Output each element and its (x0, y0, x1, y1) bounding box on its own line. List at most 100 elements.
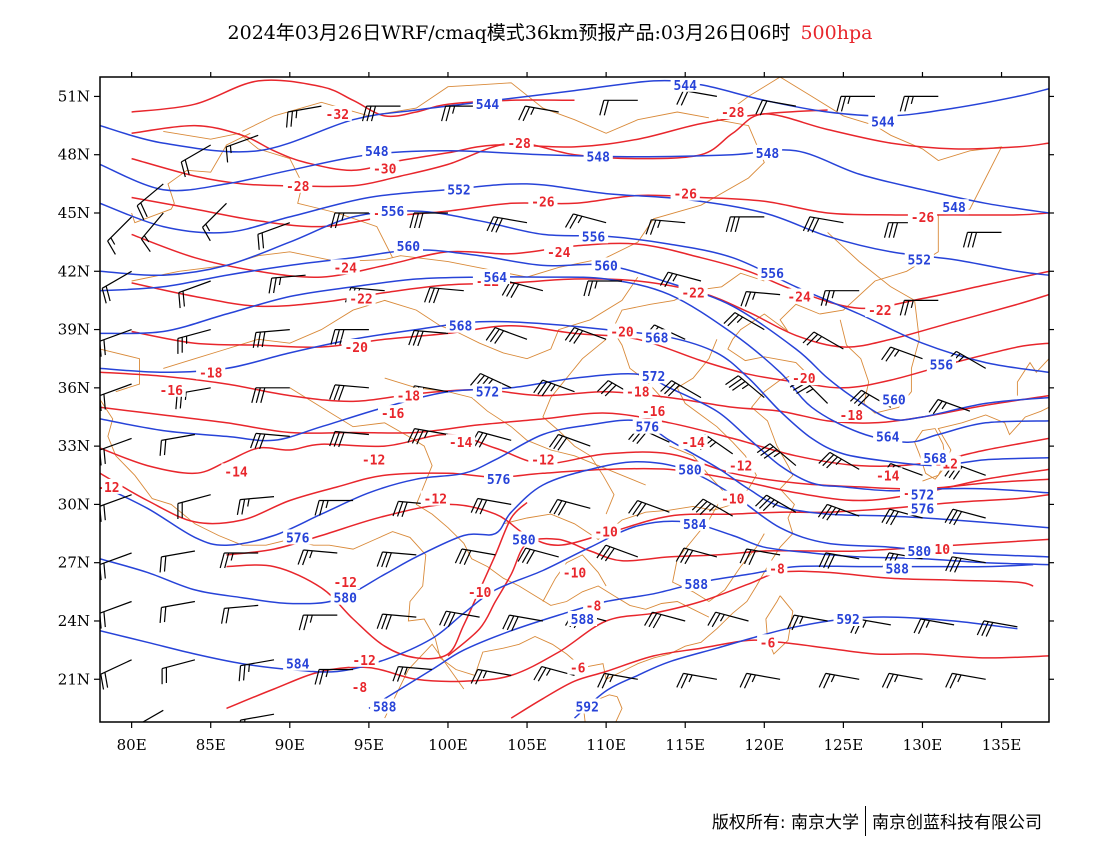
border-line-3 (100, 399, 583, 676)
temperature-label-bg (221, 463, 251, 479)
wind-barb (899, 95, 939, 112)
wind-barb (707, 611, 749, 628)
temperature-label-bg (873, 467, 903, 483)
height-contour-5 (100, 276, 1049, 443)
wind-barb (225, 134, 259, 163)
wind-barb (408, 329, 449, 347)
temperature-contour-label: -20 (610, 326, 634, 341)
temperature-contour-label: -26 (673, 188, 697, 203)
wind-barb (502, 614, 544, 631)
temperature-label-bg (330, 259, 360, 275)
border-line-5 (384, 643, 465, 719)
wind-barb (314, 499, 354, 516)
wind-barb (881, 672, 923, 689)
height-contour-label: 588 (373, 701, 397, 716)
temperature-contour-label: -32 (326, 108, 349, 123)
wind-barb (913, 618, 955, 635)
border-line-0 (131, 77, 781, 282)
height-label-bg (583, 148, 613, 164)
border-line-1 (779, 77, 1003, 315)
height-label-bg (484, 471, 514, 487)
wind-barb (676, 672, 718, 689)
wind-barb (100, 437, 132, 466)
temperature-contour-14 (226, 570, 1034, 710)
wind-barb (100, 600, 132, 629)
temperature-contour-5 (131, 278, 1049, 348)
wind-barb (297, 549, 338, 566)
wind-barb (409, 212, 448, 229)
wind-barb (881, 346, 923, 362)
wind-barb (100, 494, 132, 522)
temperature-label-bg (678, 434, 708, 450)
height-contour-label: 548 (942, 201, 966, 216)
height-label-bg (509, 531, 539, 547)
temperature-label-bg (446, 434, 476, 450)
wind-barb (161, 659, 196, 685)
temperature-contour-label: -6 (760, 636, 776, 651)
height-contour-label: 556 (930, 359, 954, 374)
wind-barb (533, 379, 575, 397)
height-contour-label: 548 (365, 145, 389, 160)
wind-barb (286, 105, 322, 128)
temperature-label-bg (789, 370, 819, 386)
height-contour-label: 584 (683, 518, 707, 533)
border-line-15 (583, 694, 623, 722)
height-label-bg (833, 611, 863, 626)
temperature-label-bg (678, 284, 708, 300)
temperature-label-bg (907, 208, 938, 224)
wind-barb (659, 271, 702, 288)
temperature-label-bg (766, 560, 788, 576)
temperature-contour-label: -10 (594, 526, 618, 541)
footer-separator (865, 806, 866, 836)
wind-barb (818, 672, 860, 689)
temperature-label-bg (607, 323, 637, 339)
temperature-contour-label: -12 (362, 454, 385, 469)
temperature-contour-10 (100, 467, 1049, 525)
temperature-contour-label: -12 (729, 460, 752, 475)
wind-barb (836, 95, 875, 112)
height-label-bg (907, 486, 938, 502)
height-label-bg (362, 142, 392, 158)
lon-label: 100E (428, 736, 468, 754)
height-contour-label: 552 (908, 254, 931, 269)
height-contour-label: 568 (449, 320, 473, 335)
temperature-contour-label: -24 (787, 291, 811, 306)
wind-barb (424, 287, 464, 304)
height-label-bg (882, 560, 912, 576)
temperature-contour-label: -16 (159, 384, 183, 399)
border-line-10 (503, 339, 757, 540)
border-line-22 (131, 132, 251, 224)
height-contour-label: 560 (882, 394, 906, 409)
temperature-label-bg (583, 597, 604, 613)
wind-barb (802, 331, 844, 350)
height-contour-label: 592 (575, 701, 598, 716)
wind-barb (100, 659, 132, 690)
height-label-bg (907, 500, 938, 516)
plot-frame (99, 76, 1050, 723)
wind-barb (945, 556, 986, 573)
temperature-label-bg (528, 451, 558, 467)
wind-barb (583, 280, 622, 297)
height-contour-label: 580 (333, 592, 357, 607)
wind-barb (533, 666, 575, 682)
temperature-label-bg (156, 381, 186, 397)
temperature-contour-label: -20 (344, 341, 368, 356)
wind-barb (107, 216, 133, 255)
wind-barb (257, 222, 291, 250)
height-contour-label: 564 (484, 271, 508, 286)
temperature-contour-15 (510, 639, 1049, 719)
temperature-contour-label: -12 (96, 481, 119, 496)
temperature-contour-9 (100, 433, 1049, 490)
height-label-bg (757, 265, 787, 281)
height-contour-label: 552 (447, 184, 470, 199)
wind-barb (691, 498, 733, 517)
temperature-label-bg (370, 160, 400, 176)
temperature-label-bg (420, 490, 450, 506)
wind-barb (298, 614, 338, 631)
footer-company: 南京创蓝科技有限公司 (872, 813, 1042, 833)
temperature-contour-6 (131, 324, 1049, 389)
lon-label: 125E (824, 736, 864, 754)
wind-barb (518, 105, 559, 122)
height-label-bg (578, 228, 609, 244)
